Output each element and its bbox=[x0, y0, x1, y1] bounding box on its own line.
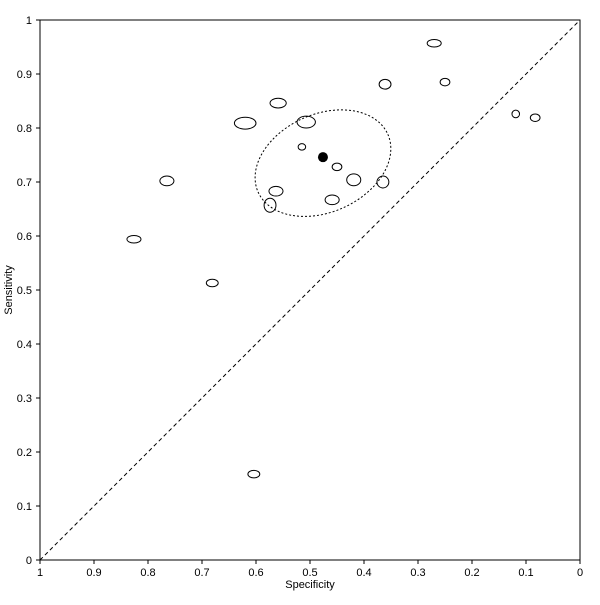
x-tick-label: 0.8 bbox=[140, 567, 155, 579]
x-axis-label: Specificity bbox=[285, 579, 335, 591]
study-point bbox=[439, 77, 451, 87]
study-point bbox=[159, 175, 175, 187]
diagonal-line bbox=[39, 19, 581, 561]
x-tick-label: 0.1 bbox=[518, 567, 533, 579]
x-tick-label: 0.3 bbox=[410, 567, 425, 579]
study-point bbox=[205, 278, 219, 288]
x-tick-label: 0.5 bbox=[302, 567, 317, 579]
y-tick-label: 0.4 bbox=[17, 339, 32, 351]
study-point bbox=[233, 116, 257, 130]
y-tick-label: 0 bbox=[26, 555, 32, 567]
y-tick-label: 0.7 bbox=[17, 177, 32, 189]
x-tick-label: 1 bbox=[37, 567, 43, 579]
x-tick-label: 0.7 bbox=[194, 567, 209, 579]
study-point bbox=[324, 194, 340, 206]
study-point bbox=[247, 469, 261, 479]
x-tick-label: 0.2 bbox=[464, 567, 479, 579]
study-point bbox=[268, 185, 284, 197]
y-tick-label: 1 bbox=[26, 15, 32, 27]
study-point bbox=[376, 175, 390, 189]
study-point bbox=[331, 162, 343, 172]
x-tick-label: 0 bbox=[577, 567, 583, 579]
study-point bbox=[511, 109, 521, 119]
y-tick-label: 0.6 bbox=[17, 231, 32, 243]
y-axis-label: Sensitivity bbox=[3, 265, 15, 315]
summary-point bbox=[317, 152, 328, 163]
y-tick-label: 0.2 bbox=[17, 447, 32, 459]
study-point bbox=[263, 197, 277, 213]
study-point bbox=[126, 234, 142, 244]
x-tick-label: 0.9 bbox=[86, 567, 101, 579]
study-point bbox=[297, 143, 307, 151]
study-point bbox=[269, 97, 287, 109]
study-point bbox=[378, 78, 392, 90]
y-tick-label: 0.8 bbox=[17, 123, 32, 135]
y-tick-label: 0.3 bbox=[17, 393, 32, 405]
study-point bbox=[426, 38, 442, 48]
x-tick-label: 0.4 bbox=[356, 567, 371, 579]
study-point bbox=[296, 115, 316, 129]
x-tick-label: 0.6 bbox=[248, 567, 263, 579]
y-tick-label: 0.1 bbox=[17, 501, 32, 513]
confidence-region bbox=[254, 109, 392, 217]
study-point bbox=[529, 113, 541, 123]
y-tick-label: 0.9 bbox=[17, 69, 32, 81]
y-tick-label: 0.5 bbox=[17, 285, 32, 297]
study-point bbox=[346, 173, 362, 187]
